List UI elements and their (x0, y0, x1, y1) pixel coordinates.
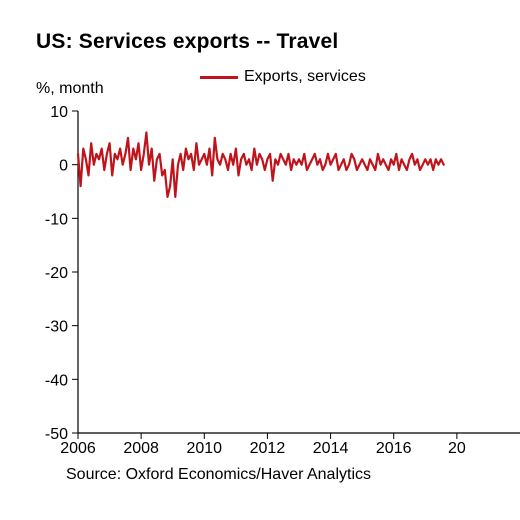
y-tick-label: -30 (45, 319, 68, 336)
legend: Exports, services (200, 68, 366, 86)
y-tick-label: -10 (45, 211, 68, 228)
legend-swatch (200, 75, 238, 79)
x-tick-label: 20 (448, 440, 466, 457)
x-tick-label: 2014 (313, 440, 349, 457)
chart-title: US: Services exports -- Travel (36, 30, 339, 53)
x-tick-label: 2010 (186, 440, 222, 457)
y-tick-label: 0 (59, 158, 68, 175)
x-tick-label: 2006 (60, 440, 96, 457)
y-tick-label: 10 (50, 104, 68, 121)
source-note: Source: Oxford Economics/Haver Analytics (66, 466, 372, 483)
x-tick-label: 2016 (376, 440, 412, 457)
y-tick-label: -40 (45, 372, 68, 389)
legend-label: Exports, services (244, 68, 366, 85)
y-tick-label: -20 (45, 265, 68, 282)
y-axis-unit-label: %, month (36, 80, 104, 97)
x-tick-label: 2008 (123, 440, 159, 457)
series-line-exports-services (76, 131, 445, 198)
x-tick-label: 2012 (250, 440, 286, 457)
y-tick-label: -50 (45, 426, 68, 443)
